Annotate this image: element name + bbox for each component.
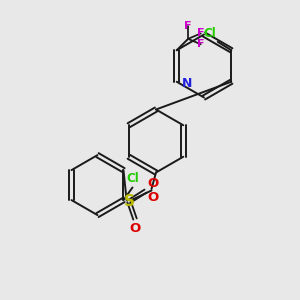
Text: S: S: [124, 194, 134, 209]
Text: O: O: [147, 191, 159, 204]
Text: N: N: [182, 77, 193, 90]
Text: O: O: [147, 177, 158, 190]
Text: F: F: [197, 39, 205, 49]
Text: F: F: [197, 28, 205, 38]
Text: O: O: [129, 222, 141, 235]
Text: Cl: Cl: [126, 172, 139, 185]
Text: F: F: [184, 21, 192, 31]
Text: Cl: Cl: [203, 27, 216, 40]
